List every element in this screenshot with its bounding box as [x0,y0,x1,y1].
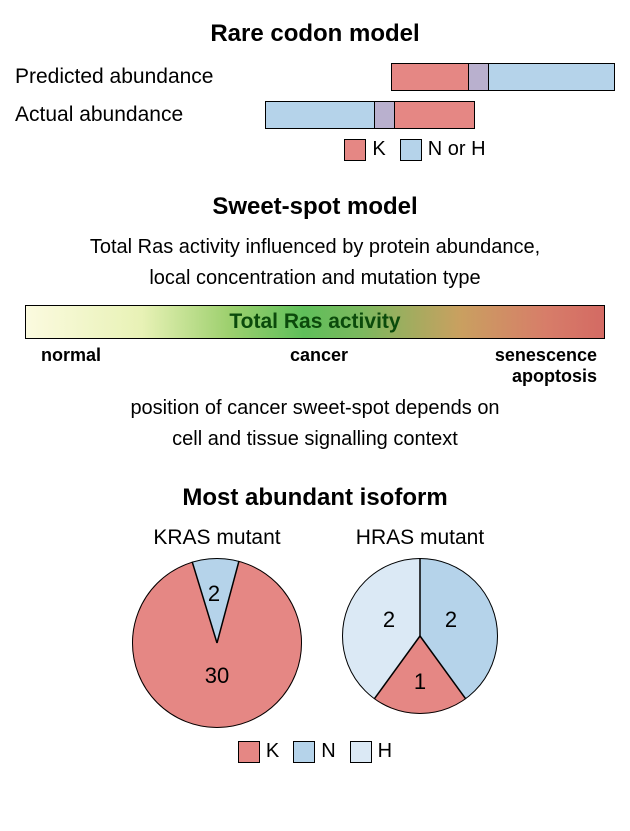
legend-swatch [350,741,372,763]
sweet-title: Sweet-spot model [15,193,615,221]
pie-chart: 2 30 [132,558,302,728]
stage-cancer: cancer [226,345,411,386]
legend-label: K [266,740,279,763]
rare-codon-section: Rare codon model Predicted abundance Actu… [15,20,615,161]
legend-swatch [344,139,366,161]
legend-label: K [372,138,385,161]
pie-chart: 2 1 2 [342,558,498,714]
pie-value: 2 [383,607,395,633]
rare-title: Rare codon model [15,20,615,48]
stage-normal: normal [25,345,226,386]
legend-item: N [293,740,335,763]
isoform-title: Most abundant isoform [15,484,615,512]
bar-overlap [374,101,395,129]
sweet-intro-1: Total Ras activity influenced by protein… [15,235,615,260]
bar-overlap [468,63,489,91]
legend-swatch [400,139,422,161]
rare-legend: K N or H [215,138,615,161]
legend-item: K [238,740,279,763]
sweet-intro-2: local concentration and mutation type [15,266,615,291]
stage-row: normal cancer senescence apoptosis [25,345,605,386]
isoform-section: Most abundant isoform KRAS mutant 2 30 HRAS… [15,484,615,763]
pie-value: 2 [208,581,220,607]
isoform-legend: KNH [15,740,615,763]
sweet-outro-1: position of cancer sweet-spot depends on [15,396,615,421]
abundance-label: Actual abundance [15,103,265,127]
sweet-spot-section: Sweet-spot model Total Ras activity infl… [15,193,615,452]
activity-gradient-label: Total Ras activity [229,310,400,334]
legend-swatch [293,741,315,763]
legend-item: H [350,740,392,763]
legend-swatch [238,741,260,763]
pie-value: 1 [414,669,426,695]
abundance-track [265,101,615,129]
abundance-track [265,63,615,91]
bar-norh [468,63,615,91]
abundance-row: Actual abundance [15,100,615,130]
legend-label: H [378,740,392,763]
sweet-outro-2: cell and tissue signalling context [15,427,615,452]
legend-label: N or H [428,138,486,161]
abundance-label: Predicted abundance [15,65,265,89]
pie-title: HRAS mutant [342,526,498,550]
legend-item: K [344,138,385,161]
pie-column: KRAS mutant 2 30 [132,526,302,728]
legend-item: N or H [400,138,486,161]
pie-column: HRAS mutant 2 1 2 [342,526,498,728]
pie-title: KRAS mutant [132,526,302,550]
stage-senescence: senescence apoptosis [412,345,605,386]
activity-gradient-bar: Total Ras activity [25,305,605,339]
pie-value: 30 [205,663,229,689]
abundance-row: Predicted abundance [15,62,615,92]
pie-value: 2 [445,607,457,633]
legend-label: N [321,740,335,763]
